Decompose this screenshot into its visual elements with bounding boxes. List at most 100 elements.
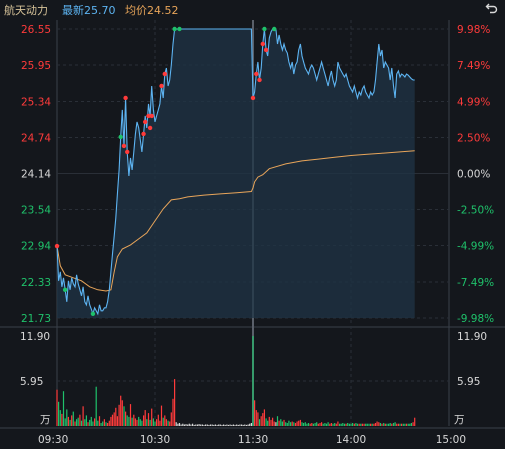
volume-bar — [272, 417, 274, 426]
volume-bar — [257, 412, 259, 426]
volume-bar — [221, 424, 223, 426]
volume-bar — [414, 417, 416, 426]
volume-bar — [102, 421, 104, 426]
trade-marker — [272, 26, 277, 32]
volume-bar — [244, 424, 246, 426]
volume-bar — [402, 423, 404, 426]
volume-bar — [283, 419, 285, 426]
volume-bar — [223, 424, 225, 426]
volume-bar — [195, 424, 197, 426]
volume-bar — [123, 406, 125, 426]
volume-bar — [317, 423, 319, 426]
volume-bar — [107, 423, 109, 426]
volume-bar — [247, 424, 249, 426]
volume-bar — [265, 418, 267, 426]
volume-bar — [307, 423, 310, 426]
volume-bar — [159, 420, 161, 426]
trade-marker — [262, 26, 267, 32]
volume-bar — [322, 423, 324, 426]
volume-bar — [121, 400, 123, 426]
volume-bar — [275, 422, 277, 426]
percent-tick-label-right: 2.50% — [457, 133, 490, 145]
volume-bar — [84, 419, 86, 426]
volume-bar — [327, 422, 329, 426]
trade-marker — [146, 113, 151, 119]
volume-bar — [154, 421, 156, 426]
volume-bar — [211, 424, 213, 426]
volume-bar — [319, 423, 321, 426]
volume-bar — [381, 423, 383, 426]
volume-bar — [128, 416, 130, 426]
quote-header: 航天动力 最新25.70 均价24.52 — [0, 0, 505, 18]
volume-bar — [77, 417, 79, 426]
volume-bar — [116, 416, 118, 426]
volume-bar — [183, 424, 185, 426]
volume-bar — [79, 414, 81, 426]
volume-bar — [87, 422, 89, 426]
volume-bar — [111, 414, 114, 426]
volume-bar — [120, 395, 122, 426]
volume-bar — [335, 423, 337, 426]
volume-bar — [187, 424, 189, 426]
volume-bar — [100, 423, 102, 426]
volume-bar — [125, 411, 127, 426]
volume-bar — [147, 413, 150, 426]
volume-bar — [82, 406, 84, 426]
volume-bar — [141, 420, 143, 426]
volume-bar — [383, 423, 385, 426]
volume-bar — [118, 404, 120, 426]
volume-bar — [200, 424, 202, 426]
volume-bar — [156, 419, 158, 426]
price-tick-label-left: 22.94 — [21, 240, 51, 252]
price-area — [57, 29, 415, 318]
volume-bar — [188, 423, 190, 426]
volume-bar — [192, 423, 194, 426]
volume-bar — [198, 424, 200, 426]
volume-bar — [164, 415, 166, 426]
time-tick-label: 11:30 — [238, 434, 268, 446]
trade-marker — [121, 143, 127, 149]
volume-bar — [407, 423, 409, 426]
back-icon[interactable] — [485, 1, 499, 15]
volume-bar — [229, 424, 231, 426]
price-tick-label-left: 25.95 — [21, 60, 51, 72]
volume-bar — [232, 424, 234, 426]
volume-bar — [209, 424, 212, 426]
volume-tick-label-left: 11.90 — [20, 331, 50, 343]
volume-bar — [193, 424, 195, 426]
volume-bar — [85, 415, 87, 426]
trade-marker — [62, 287, 68, 293]
volume-bar — [129, 404, 132, 426]
volume-bars — [56, 336, 416, 426]
volume-bar — [401, 423, 403, 426]
volume-bar — [175, 422, 177, 426]
volume-bar — [355, 423, 357, 426]
time-tick-label: 09:30 — [38, 434, 68, 446]
volume-bar — [337, 421, 339, 426]
volume-bar — [138, 416, 140, 426]
volume-bar — [231, 424, 233, 426]
volume-unit-left: 万 — [40, 414, 51, 426]
latest-price-label: 最新25.70 — [62, 4, 116, 17]
volume-bar — [329, 423, 331, 426]
volume-bar — [281, 421, 283, 426]
price-tick-label-left: 21.73 — [21, 313, 51, 325]
volume-bar — [178, 423, 181, 426]
volume-bar — [376, 421, 378, 426]
price-tick-label-left: 24.74 — [21, 133, 51, 145]
time-tick-label: 15:00 — [436, 434, 466, 446]
volume-bar — [237, 424, 239, 426]
volume-bar — [136, 419, 138, 426]
volume-bar — [190, 424, 192, 426]
volume-bar — [273, 421, 275, 426]
volume-bar — [80, 420, 83, 426]
price-tick-label-left: 22.33 — [21, 277, 51, 289]
volume-bar — [285, 422, 287, 426]
volume-bar — [311, 423, 313, 426]
trade-marker — [162, 71, 167, 77]
trade-marker — [250, 95, 256, 101]
volume-bar — [321, 422, 323, 426]
trade-marker — [123, 95, 128, 101]
volume-bar — [286, 423, 288, 426]
volume-bar — [61, 413, 63, 426]
